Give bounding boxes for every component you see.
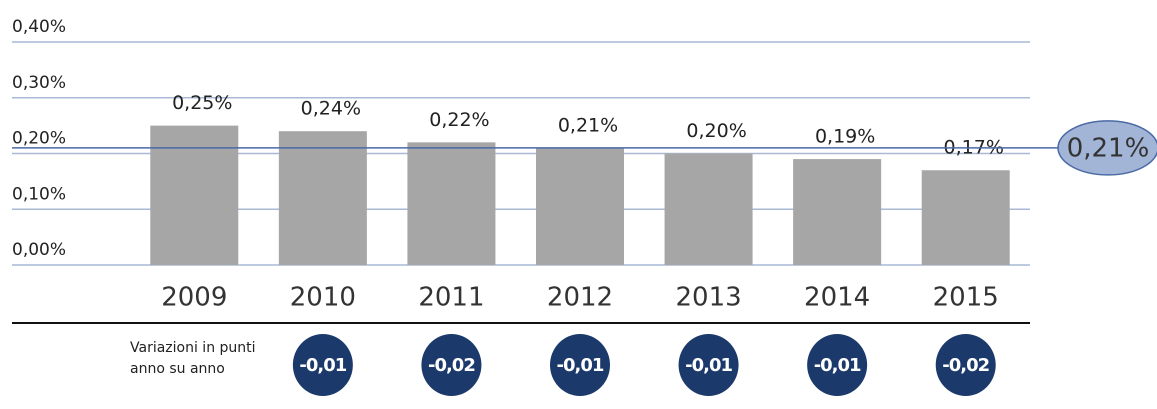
y-tick-label: 0,30% [12,73,66,93]
value-label: 0,19% [815,126,875,148]
y-tick-label: 0,00% [12,240,66,260]
value-label: 0,21% [558,114,618,136]
changes-title: Variazioni in punti anno su anno [130,340,256,377]
change-label: -0,02 [942,355,989,376]
average-badge [1057,120,1157,176]
change-label: -0,01 [299,355,346,376]
change-circle [421,334,482,396]
change-circle [935,334,996,396]
change-label: -0,01 [557,355,604,376]
value-label: 0,20% [686,120,746,142]
change-circle [292,334,353,396]
bar [793,159,882,265]
y-tick-label: 0,10% [12,184,66,204]
change-circle [550,334,610,396]
bar [278,131,367,265]
x-tick-label: 2012 [547,283,613,313]
x-tick-label: 2010 [290,283,356,313]
x-tick-label: 2009 [161,283,227,313]
change-label: -0,01 [685,355,732,376]
change-circle [678,334,739,396]
change-label: -0,02 [428,355,475,376]
value-label: 0,25% [172,92,232,114]
bar [536,147,624,265]
x-tick-label: 2011 [418,283,484,313]
x-tick-label: 2015 [933,283,999,313]
bar [407,142,496,265]
change-label: -0,01 [814,355,861,376]
x-tick-label: 2013 [675,283,741,313]
y-tick-label: 0,20% [12,129,66,149]
bar [921,170,1010,265]
change-circle [807,334,868,396]
value-label: 0,22% [429,109,489,131]
value-label: 0,24% [301,98,361,120]
bar [664,153,753,265]
y-tick-label: 0,40% [12,17,66,37]
x-tick-label: 2014 [804,283,870,313]
average-label: 0,21% [1067,133,1150,163]
bar [150,125,239,265]
